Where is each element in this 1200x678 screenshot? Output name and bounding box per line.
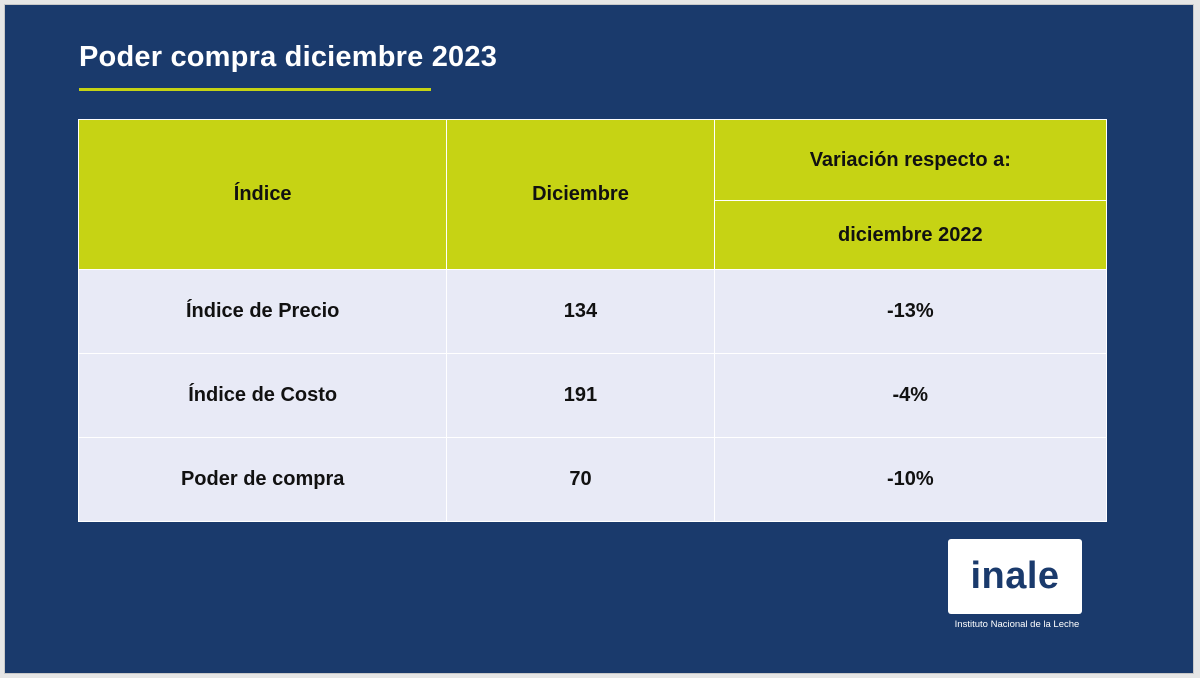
row-variation: -13%	[713, 269, 1108, 354]
slide: Poder compra diciembre 2023 Índice Dicie…	[4, 4, 1194, 674]
header-index: Índice	[77, 119, 448, 270]
row-label: Poder de compra	[77, 437, 448, 522]
table-row: Índice de Costo 191 -4%	[77, 353, 1108, 438]
page-title: Poder compra diciembre 2023	[79, 41, 498, 73]
header-december: Diciembre	[446, 119, 715, 270]
header-variation: Variación respecto a:	[713, 119, 1108, 201]
row-value: 191	[446, 353, 715, 438]
header-variation-sub: diciembre 2022	[713, 200, 1108, 270]
row-variation: -4%	[713, 353, 1108, 438]
logo-wordmark: inale	[970, 555, 1060, 597]
row-label: Índice de Precio	[77, 269, 448, 354]
purchasing-power-table: Índice Diciembre Variación respecto a: d…	[77, 119, 1108, 522]
row-variation: -10%	[713, 437, 1108, 522]
logo-caption: Instituto Nacional de la Leche	[954, 619, 1080, 630]
row-value: 134	[446, 269, 715, 354]
row-value: 70	[446, 437, 715, 522]
row-label: Índice de Costo	[77, 353, 448, 438]
table-row: Poder de compra 70 -10%	[77, 437, 1108, 522]
inale-logo: inale	[948, 539, 1082, 614]
title-underline	[79, 88, 431, 91]
table-row: Índice de Precio 134 -13%	[77, 269, 1108, 354]
